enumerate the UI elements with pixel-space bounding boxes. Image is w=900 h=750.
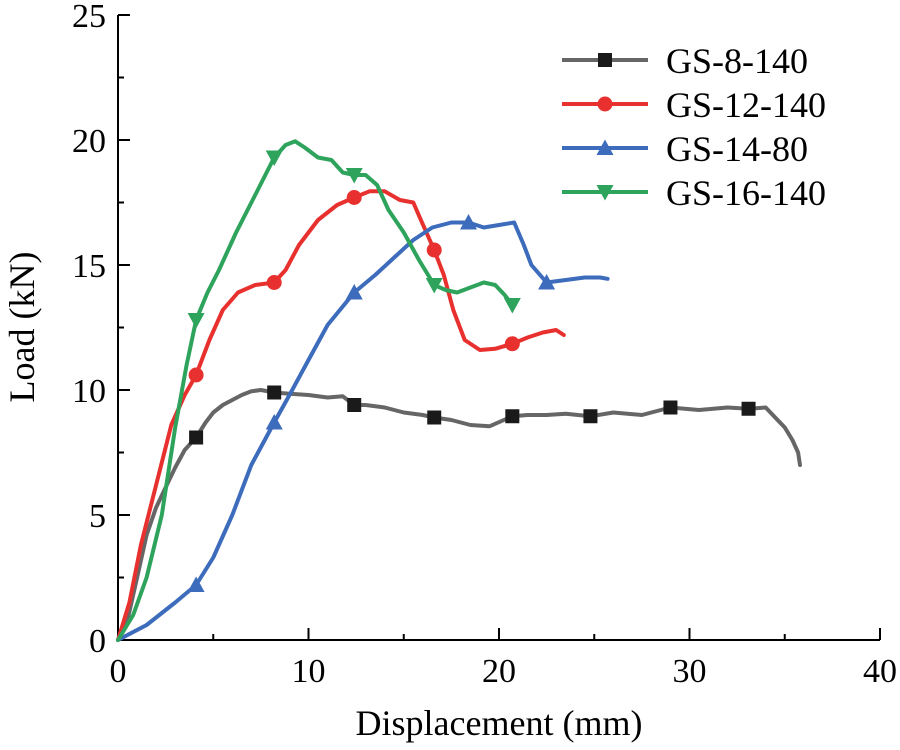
legend-marker [597, 96, 613, 112]
data-point [346, 190, 362, 205]
series-line [116, 220, 610, 642]
data-point [188, 367, 204, 383]
legend-entry: GS-8-140 [562, 41, 808, 81]
legend-marker [596, 185, 614, 201]
series-GS-14-80 [116, 214, 610, 642]
x-tick-label: 10 [292, 653, 326, 690]
legend-marker [596, 139, 614, 155]
legend-label: GS-16-140 [666, 173, 826, 213]
data-point [503, 298, 521, 314]
x-tick-label: 0 [110, 653, 127, 690]
data-point [538, 274, 556, 290]
y-ticks: 0 5 10 15 20 25 [72, 0, 130, 660]
legend-label: GS-14-80 [666, 129, 808, 169]
data-point [266, 275, 282, 290]
y-tick-label: 15 [72, 248, 106, 285]
legend-label: GS-8-140 [666, 41, 808, 81]
data-point [345, 284, 363, 300]
data-point [460, 214, 478, 230]
data-point [187, 313, 205, 329]
data-point [189, 430, 204, 445]
series-GS-16-140 [116, 139, 521, 642]
data-point [265, 414, 283, 430]
series-GS-8-140 [116, 385, 802, 642]
x-tick-label: 30 [673, 653, 707, 690]
data-point [187, 576, 205, 592]
y-tick-label: 0 [89, 623, 106, 660]
data-point [583, 409, 598, 424]
legend-entry: GS-14-80 [562, 129, 808, 169]
y-tick-label: 5 [89, 498, 106, 535]
data-point [427, 410, 442, 425]
x-ticks: 0 10 20 30 40 [110, 628, 897, 690]
data-point [741, 401, 756, 416]
series-line [116, 139, 515, 642]
series-layer [116, 139, 802, 642]
x-axis-label: Displacement (mm) [356, 703, 643, 743]
y-axis-label: Load (kN) [2, 252, 42, 403]
data-point [345, 168, 363, 184]
y-tick-label: 20 [72, 123, 106, 160]
data-point [426, 242, 442, 258]
legend-label: GS-12-140 [666, 85, 826, 125]
data-point [504, 336, 520, 352]
data-point [265, 150, 283, 166]
legend-entry: GS-12-140 [562, 85, 826, 125]
legend-entry: GS-16-140 [562, 173, 826, 213]
y-tick-label: 25 [72, 0, 106, 35]
series-GS-12-140 [116, 189, 566, 642]
data-point [267, 385, 282, 400]
x-tick-label: 40 [863, 653, 897, 690]
series-line [116, 388, 802, 642]
data-point [663, 400, 678, 415]
legend-marker [598, 53, 612, 67]
data-point [505, 409, 520, 424]
data-point [425, 278, 443, 294]
data-point [347, 398, 362, 412]
y-tick-label: 10 [72, 373, 106, 410]
x-tick-label: 20 [482, 653, 516, 690]
series-line [116, 189, 566, 642]
